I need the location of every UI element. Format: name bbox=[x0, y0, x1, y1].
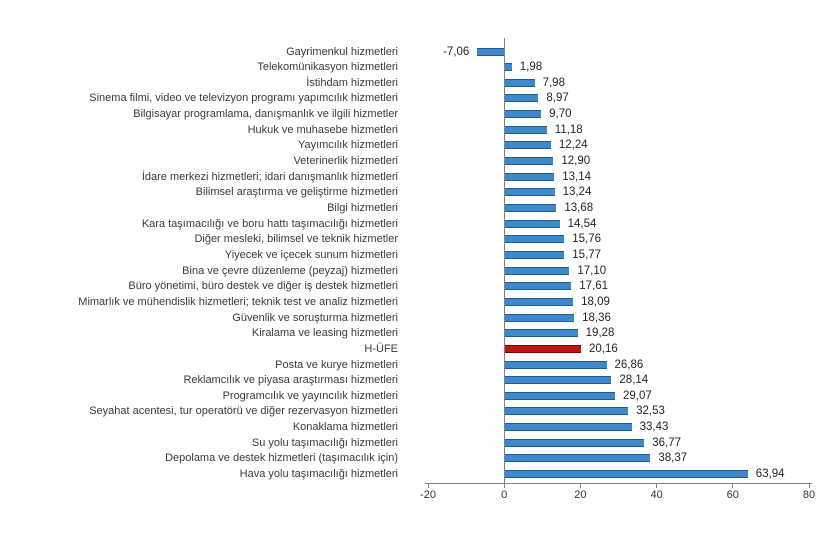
category-label: Yiyecek ve içecek sunum hizmetleri bbox=[224, 248, 398, 261]
x-axis-tick-label: 0 bbox=[501, 489, 508, 501]
category-label: İstihdam hizmetleri bbox=[306, 76, 398, 89]
category-label: Su yolu taşımacılığı hizmetleri bbox=[251, 436, 398, 449]
value-label: 18,09 bbox=[581, 295, 610, 308]
category-label: Kiralama ve leasing hizmetleri bbox=[251, 327, 398, 340]
bar bbox=[504, 438, 645, 447]
value-label: 33,43 bbox=[639, 421, 669, 434]
value-label: 32,53 bbox=[636, 405, 665, 418]
value-label: 14,54 bbox=[567, 217, 597, 230]
bar bbox=[504, 78, 535, 87]
bar bbox=[504, 470, 748, 479]
category-label: Seyahat acentesi, tur operatörü ve diğer… bbox=[89, 405, 398, 418]
value-label: 36,77 bbox=[652, 436, 682, 449]
category-label: Yayımcılık hizmetleri bbox=[297, 139, 398, 152]
x-axis-tick-label: 40 bbox=[650, 489, 663, 501]
x-axis-tick-label: 80 bbox=[802, 489, 816, 501]
bar bbox=[504, 250, 565, 259]
bar bbox=[504, 423, 632, 432]
bar bbox=[504, 141, 551, 150]
bar bbox=[504, 329, 578, 338]
value-label: 20,16 bbox=[589, 342, 618, 355]
category-label: Posta ve kurye hizmetleri bbox=[275, 358, 398, 371]
category-label: Depolama ve destek hizmetleri (taşımacıl… bbox=[165, 452, 398, 465]
value-label: 26,86 bbox=[614, 358, 644, 371]
category-label: İdare merkezi hizmetleri; idari danışman… bbox=[141, 170, 398, 183]
bar-highlight bbox=[504, 344, 581, 353]
category-label: Güvenlik ve soruşturma hizmetleri bbox=[232, 311, 398, 324]
value-label: 19,28 bbox=[585, 327, 615, 340]
bar bbox=[504, 360, 607, 369]
value-label: 9,70 bbox=[549, 108, 572, 121]
value-label: 11,18 bbox=[554, 123, 583, 136]
value-label: 63,94 bbox=[755, 468, 785, 481]
x-axis-tick bbox=[503, 483, 505, 488]
category-label: Bilgi hizmetleri bbox=[327, 202, 398, 214]
bar bbox=[504, 204, 557, 212]
category-label: Sinema filmi, video ve televizyon progra… bbox=[89, 92, 398, 105]
value-label: 12,24 bbox=[558, 139, 588, 152]
value-label: 13,24 bbox=[562, 186, 592, 199]
bar bbox=[504, 266, 570, 275]
value-label: 12,90 bbox=[561, 155, 591, 168]
category-label: Hava yolu taşımacılığı hizmetleri bbox=[239, 468, 398, 481]
category-label: Diğer mesleki, bilimsel ve teknik hizmet… bbox=[194, 233, 398, 246]
value-label: 38,37 bbox=[658, 452, 688, 465]
x-axis-tick bbox=[808, 483, 810, 488]
bar bbox=[504, 94, 539, 103]
x-axis-tick bbox=[579, 483, 581, 488]
x-axis-tick bbox=[656, 483, 658, 488]
bar bbox=[504, 391, 615, 400]
category-label: Mimarlık ve mühendislik hizmetleri; tekn… bbox=[78, 295, 398, 308]
value-label: 17,61 bbox=[579, 280, 609, 293]
category-label: Kara taşımacılığı ve boru hattı taşımacı… bbox=[141, 217, 398, 230]
bar bbox=[504, 188, 555, 197]
value-label: 28,14 bbox=[619, 374, 649, 387]
value-label: 29,07 bbox=[622, 389, 652, 402]
value-label: 7,98 bbox=[542, 76, 565, 89]
category-label: Telekomünikasyon hizmetleri bbox=[257, 61, 398, 74]
value-label: 15,76 bbox=[572, 233, 602, 246]
value-label: 15,77 bbox=[572, 248, 602, 261]
x-axis-tick-label: -20 bbox=[420, 489, 436, 501]
bar bbox=[504, 313, 575, 322]
category-label: Bilgisayar programlama, danışmanlık ve i… bbox=[133, 108, 398, 121]
zero-axis-line bbox=[503, 38, 505, 483]
category-label: Konaklama hizmetleri bbox=[292, 421, 398, 434]
value-label: 13,14 bbox=[562, 170, 592, 183]
bar bbox=[504, 376, 612, 385]
category-label: Bilimsel araştırma ve geliştirme hizmetl… bbox=[195, 186, 398, 199]
bar bbox=[504, 63, 512, 72]
category-label: Programcılık ve yayıncılık hizmetleri bbox=[222, 389, 398, 402]
bar bbox=[504, 282, 572, 291]
bar bbox=[504, 454, 651, 463]
category-label: Hukuk ve muhasebe hizmetleri bbox=[247, 123, 398, 136]
x-axis-tick bbox=[427, 483, 429, 488]
bar bbox=[504, 157, 554, 166]
bar bbox=[504, 110, 542, 119]
category-label: Reklamcılık ve piyasa araştırması hizmet… bbox=[183, 374, 398, 387]
value-label: 13,68 bbox=[564, 202, 594, 214]
value-label: 18,36 bbox=[582, 311, 611, 324]
bar bbox=[504, 219, 560, 228]
category-label: Büro yönetimi, büro destek ve diğer iş d… bbox=[128, 280, 398, 293]
category-label: Gayrimenkul hizmetleri bbox=[286, 45, 398, 58]
category-label-highlight: H-ÜFE bbox=[364, 342, 398, 355]
bar bbox=[504, 235, 565, 244]
bar bbox=[477, 47, 505, 56]
category-label: Veterinerlik hizmetleri bbox=[293, 155, 398, 168]
value-label: 17,10 bbox=[577, 264, 607, 277]
bar bbox=[504, 125, 547, 134]
x-axis-tick-label: 20 bbox=[574, 489, 587, 501]
value-label: 8,97 bbox=[546, 92, 569, 105]
x-axis-tick bbox=[732, 483, 734, 488]
x-axis-line bbox=[425, 483, 812, 484]
bar bbox=[504, 172, 555, 181]
bar bbox=[504, 297, 574, 306]
category-label: Bina ve çevre düzenleme (peyzaj) hizmetl… bbox=[182, 264, 398, 277]
x-axis-tick-label: 60 bbox=[726, 489, 739, 501]
value-label: 1,98 bbox=[519, 61, 543, 74]
value-label: -7,06 bbox=[443, 45, 470, 58]
bar bbox=[504, 407, 629, 416]
